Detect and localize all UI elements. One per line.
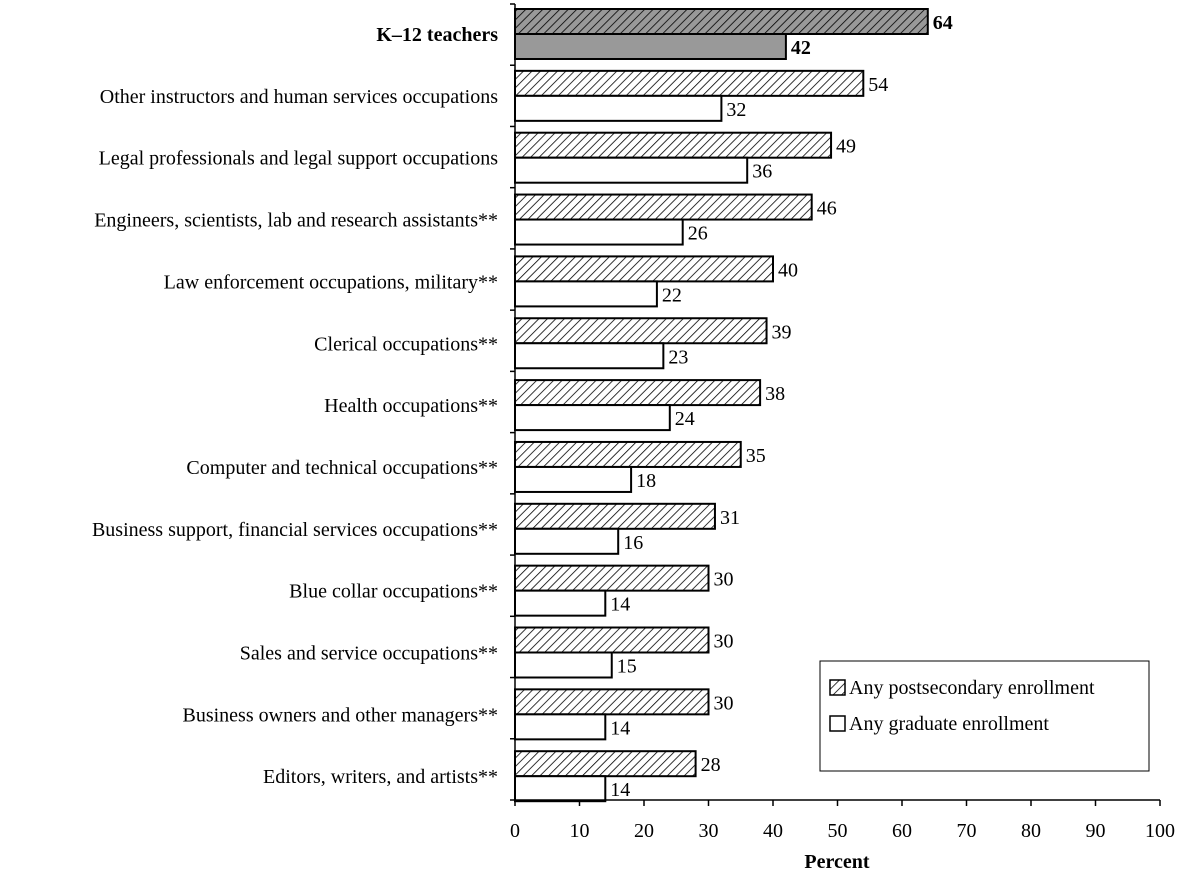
legend-swatch-postsecondary [829, 679, 846, 696]
bar-postsecondary [514, 379, 762, 407]
bar-postsecondary [514, 564, 710, 592]
data-label: 30 [714, 569, 734, 591]
x-tick-label: 60 [892, 820, 912, 842]
data-label: 28 [701, 754, 721, 776]
bar-graduate [514, 775, 607, 803]
bar-graduate [514, 218, 684, 246]
data-label: 23 [668, 346, 688, 368]
legend: Any postsecondary enrollment Any graduat… [819, 660, 1150, 772]
bar-graduate [514, 94, 723, 122]
bar-graduate [514, 280, 658, 308]
data-label: 46 [817, 198, 837, 220]
data-label: 40 [778, 259, 798, 281]
legend-box [819, 660, 1150, 772]
bar-graduate [514, 589, 607, 617]
data-label: 16 [623, 532, 643, 554]
legend-swatch-graduate [829, 715, 846, 732]
category-label: Other instructors and human services occ… [100, 86, 498, 108]
category-label: Health occupations** [324, 395, 498, 417]
x-tick-label: 90 [1086, 820, 1106, 842]
x-tick-label: 40 [763, 820, 783, 842]
data-label: 38 [765, 383, 785, 405]
value-labels: 64 42 54 32 49 36 46 26 40 22 39 23 38 24 35 18 31 16 30 14… [610, 12, 953, 801]
data-label: 35 [746, 445, 766, 467]
category-label: Sales and service occupations** [240, 643, 498, 665]
bar-postsecondary [514, 255, 774, 283]
category-label: Legal professionals and legal support oc… [99, 148, 499, 170]
category-labels: K–12 teachers Other instructors and human… [92, 24, 498, 788]
category-label: Computer and technical occupations** [186, 457, 498, 479]
x-tick-label: 100 [1145, 820, 1175, 842]
axes: 0 10 20 30 40 50 60 70 80 90 100 [510, 3, 1175, 842]
bar-graduate [514, 651, 613, 679]
bar-postsecondary [514, 69, 865, 97]
data-label: 39 [772, 321, 792, 343]
bar-graduate [514, 342, 665, 370]
x-tick-label: 70 [957, 820, 977, 842]
data-label: 31 [720, 507, 740, 529]
data-label: 14 [610, 779, 630, 801]
bar-postsecondary [514, 317, 768, 345]
data-label: 24 [675, 408, 695, 430]
data-label: 26 [688, 223, 708, 245]
data-label: 42 [791, 37, 811, 59]
bar-graduate [514, 527, 620, 555]
x-tick-label: 0 [510, 820, 520, 842]
data-label: 54 [868, 74, 888, 96]
category-label: Law enforcement occupations, military** [164, 271, 498, 293]
bar-graduate [514, 156, 749, 184]
bar-postsecondary [514, 131, 833, 159]
category-label: K–12 teachers [376, 24, 498, 46]
category-label: Clerical occupations** [314, 333, 498, 355]
data-label: 22 [662, 284, 682, 306]
bar-postsecondary [514, 502, 716, 530]
data-label: 32 [726, 99, 746, 121]
data-label: 18 [636, 470, 656, 492]
data-label: 30 [714, 692, 734, 714]
data-label: 49 [836, 136, 856, 158]
category-label: Blue collar occupations** [289, 581, 498, 603]
data-label: 30 [714, 631, 734, 653]
bar-postsecondary [514, 440, 742, 468]
x-tick-label: 80 [1021, 820, 1041, 842]
bar-graduate [514, 465, 633, 493]
legend-label-postsecondary: Any postsecondary enrollment [849, 677, 1095, 699]
bar-postsecondary [514, 688, 710, 716]
bar-graduate [514, 713, 607, 741]
x-tick-label: 50 [828, 820, 848, 842]
category-label: Editors, writers, and artists** [263, 766, 498, 788]
data-label: 14 [610, 594, 630, 616]
data-label: 64 [933, 12, 953, 34]
data-label: 15 [617, 656, 637, 678]
bars [514, 8, 929, 803]
category-label: Engineers, scientists, lab and research … [94, 210, 498, 232]
category-label: Business support, financial services occ… [92, 519, 498, 541]
bar-postsecondary [514, 750, 697, 778]
bar-postsecondary [514, 193, 813, 221]
category-label: Business owners and other managers** [183, 704, 499, 726]
x-tick-label: 30 [699, 820, 719, 842]
bar-graduate [514, 404, 671, 432]
legend-label-graduate: Any graduate enrollment [849, 713, 1049, 735]
x-tick-label: 10 [570, 820, 590, 842]
bar-postsecondary [514, 626, 710, 654]
data-label: 14 [610, 717, 630, 739]
x-tick-label: 20 [634, 820, 654, 842]
x-axis-title: Percent [804, 851, 869, 873]
data-label: 36 [752, 161, 772, 183]
bar-graduate [514, 33, 787, 60]
bar-postsecondary [514, 8, 929, 35]
